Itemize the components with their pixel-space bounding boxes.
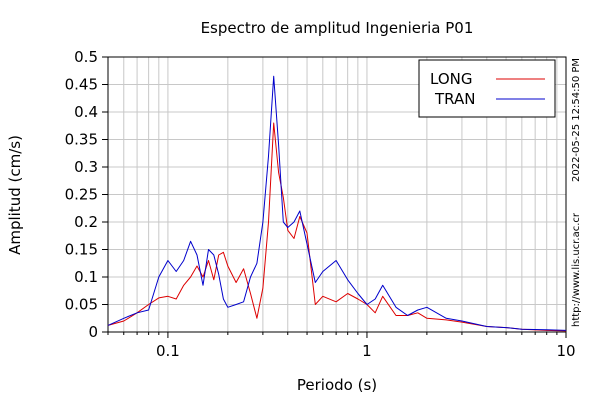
y-tick-label: 0 bbox=[88, 323, 98, 341]
grid-lines bbox=[107, 56, 566, 333]
chart-title: Espectro de amplitud Ingenieria P01 bbox=[201, 19, 474, 37]
y-axis-label: Amplitud (cm/s) bbox=[6, 135, 24, 255]
x-tick-label: 1 bbox=[362, 342, 372, 360]
y-tick-label: 0.4 bbox=[74, 103, 98, 121]
series-lines bbox=[107, 75, 567, 332]
timestamp-side-text: 2022-05-25 12:54:50 PM bbox=[571, 58, 582, 182]
y-axis-ticks: 0 0.05 0.1 0.15 0.2 0.25 0.3 0.35 0.4 0.45 0.5 bbox=[65, 48, 108, 341]
url-side-text: http://www.lis.ucr.ac.cr bbox=[571, 212, 582, 327]
y-tick-label: 0.45 bbox=[65, 76, 98, 94]
legend-label-tran: TRAN bbox=[434, 90, 475, 108]
y-tick-label: 0.15 bbox=[65, 241, 98, 259]
y-tick-label: 0.35 bbox=[65, 131, 98, 149]
x-tick-label: 10 bbox=[556, 342, 575, 360]
legend-label-long: LONG bbox=[430, 70, 472, 88]
y-tick-label: 0.1 bbox=[74, 268, 98, 286]
legend-box bbox=[418, 59, 556, 118]
y-tick-label: 0.25 bbox=[65, 186, 98, 204]
series-line-tran bbox=[107, 75, 567, 331]
y-tick-label: 0.2 bbox=[74, 213, 98, 231]
y-tick-label: 0.3 bbox=[74, 158, 98, 176]
y-tick-label: 0.05 bbox=[65, 296, 98, 314]
x-axis-ticks: 0.1 1 10 bbox=[107, 332, 576, 360]
series-line-long bbox=[107, 122, 567, 332]
x-tick-label: 0.1 bbox=[156, 342, 180, 360]
x-axis-label: Periodo (s) bbox=[297, 376, 377, 394]
y-tick-label: 0.5 bbox=[74, 48, 98, 66]
legend: LONG TRAN bbox=[418, 59, 556, 118]
